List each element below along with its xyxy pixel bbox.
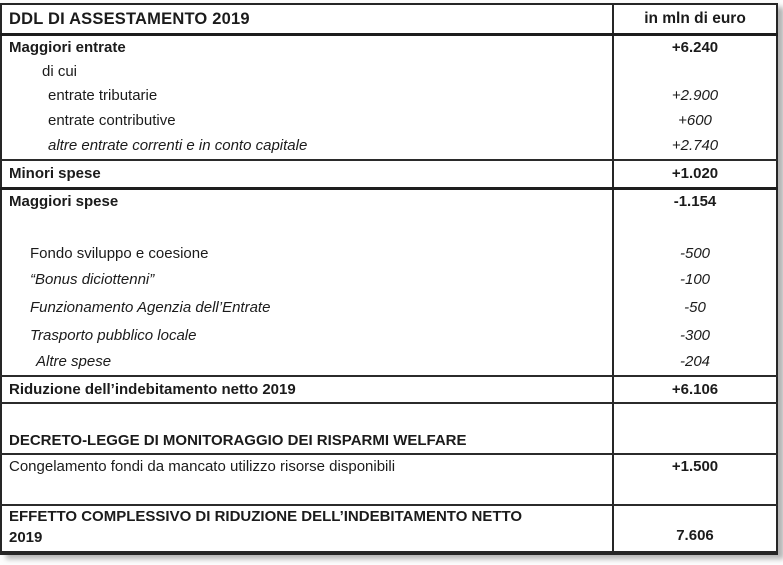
row-label: Maggiori spese (9, 193, 119, 210)
row-label: Maggiori entrate (9, 39, 126, 57)
row-label: Funzionamento Agenzia dell’Entrate (30, 299, 271, 316)
table-row-entrate-contributive: entrate contributive +600 (1, 107, 777, 133)
row-label: Riduzione dell’indebitamento netto 2019 (1, 375, 613, 404)
row-value (612, 402, 777, 455)
table-row-riduzione-indebitamento: Riduzione dell’indebitamento netto 2019 … (1, 375, 777, 404)
table-row-di-cui: di cui (1, 59, 777, 83)
row-value (612, 59, 777, 83)
unit-header: in mln di euro (612, 4, 777, 36)
row-value: -204 (612, 348, 777, 377)
table-row-fondo-sviluppo: Fondo sviluppo e coesione -500 (1, 240, 777, 267)
row-value: -100 (612, 266, 777, 293)
table-row-bonus-diciottenni: “Bonus diciottenni” -100 (1, 266, 777, 293)
row-label: Congelamento fondi da mancato utilizzo r… (1, 453, 613, 506)
table-row-effetto-complessivo: EFFETTO COMPLESSIVO DI RIDUZIONE DELL’IN… (1, 504, 777, 553)
table-title: DDL DI ASSESTAMENTO 2019 (1, 4, 613, 36)
row-label: Minori spese (1, 159, 613, 190)
row-label-line2: 2019 (9, 528, 43, 546)
table-row-trasporto-pubblico: Trasporto pubblico locale -300 (1, 322, 777, 349)
table-row-congelamento-fondi: Congelamento fondi da mancato utilizzo r… (1, 453, 777, 506)
row-label: Trasporto pubblico locale (30, 327, 197, 344)
document-page: DDL DI ASSESTAMENTO 2019 in mln di euro … (0, 3, 783, 565)
table-row-entrate-tributarie: entrate tributarie +2.900 (1, 82, 777, 108)
row-label-line1: EFFETTO COMPLESSIVO DI RIDUZIONE DELL’IN… (9, 507, 523, 525)
row-value: +1.020 (612, 159, 777, 190)
row-value: +600 (612, 107, 777, 133)
row-value: +2.900 (612, 82, 777, 108)
budget-adjustment-table: DDL DI ASSESTAMENTO 2019 in mln di euro … (0, 3, 778, 555)
row-value: -50 (612, 292, 777, 323)
table-row-decreto-legge-welfare: DECRETO-LEGGE DI MONITORAGGIO DEI RISPAR… (1, 402, 777, 455)
row-value: +6.106 (612, 375, 777, 404)
row-value: 7.606 (612, 504, 777, 553)
table-row-funzionamento-agenzia: Funzionamento Agenzia dell’Entrate -50 (1, 292, 777, 323)
row-value: +6.240 (612, 34, 777, 60)
row-label: di cui (42, 62, 78, 80)
row-label: Fondo sviluppo e coesione (30, 245, 209, 262)
row-value: +1.500 (612, 453, 777, 506)
row-value: -300 (612, 322, 777, 349)
row-label: DECRETO-LEGGE DI MONITORAGGIO DEI RISPAR… (1, 402, 613, 455)
row-label: “Bonus diciottenni” (30, 271, 155, 288)
table-row-maggiori-entrate: Maggiori entrate +6.240 (1, 34, 777, 60)
row-value: +2.740 (612, 132, 777, 161)
table-row-minori-spese: Minori spese +1.020 (1, 159, 777, 190)
row-label: EFFETTO COMPLESSIVO DI RIDUZIONE DELL’IN… (1, 505, 613, 553)
table-row-altre-entrate: altre entrate correnti e in conto capita… (1, 132, 777, 161)
row-label: Altre spese (1, 348, 613, 377)
row-value: -500 (612, 240, 777, 267)
row-label: altre entrate correnti e in conto capita… (1, 132, 613, 161)
row-value: -1.154 (612, 188, 777, 241)
row-label: entrate contributive (48, 111, 176, 129)
table-row-altre-spese: Altre spese -204 (1, 348, 777, 377)
table-header-row: DDL DI ASSESTAMENTO 2019 in mln di euro (1, 4, 777, 36)
row-label: entrate tributarie (48, 86, 158, 104)
table-row-maggiori-spese: Maggiori spese -1.154 (1, 188, 777, 241)
